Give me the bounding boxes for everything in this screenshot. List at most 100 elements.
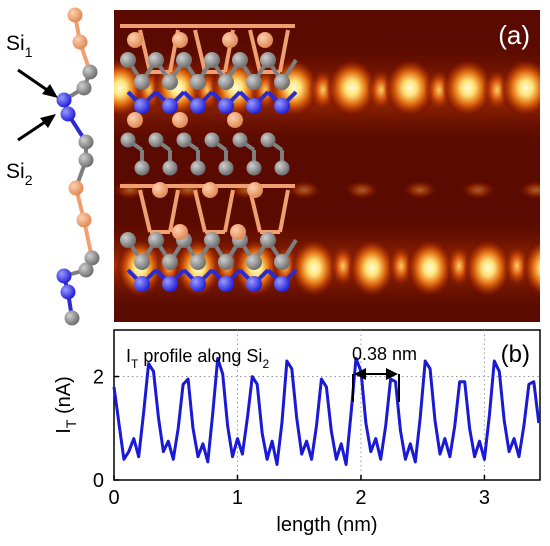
side-si-gray-atom	[84, 250, 100, 266]
orange-atom	[227, 112, 243, 128]
side-orange-atom	[72, 34, 88, 50]
si-gray-atom	[204, 232, 220, 248]
distance-marker: 0.38 nm	[352, 344, 417, 402]
panel-b-label: (b)	[501, 341, 530, 368]
axis-ticks: 0 1 2 3 0 2	[93, 367, 490, 509]
orange-atom	[172, 112, 188, 128]
orange-atom	[172, 32, 188, 48]
y-axis-label: IT (nA)	[53, 376, 79, 433]
si-gray-atom	[274, 74, 290, 90]
it-profile-line	[112, 356, 541, 466]
side-si-blue-atom	[56, 92, 72, 108]
stm-faint-spot	[518, 180, 540, 200]
si-blue-atom	[190, 98, 206, 114]
x-tick-label: 3	[479, 487, 490, 509]
stm-bright-spot	[522, 238, 540, 298]
stm-bright-spot	[442, 58, 494, 118]
si-gray-atom	[176, 132, 192, 148]
si-gray-atom	[148, 132, 164, 148]
stm-faint-spot	[402, 180, 438, 200]
svg-text:Si1: Si1	[6, 32, 33, 60]
y-tick-label: 2	[93, 367, 104, 389]
stm-bright-spot	[406, 238, 454, 298]
svg-text:IT profile along Si2: IT profile along Si2	[126, 346, 269, 371]
si2-arrow	[17, 114, 56, 142]
si-blue-atom	[246, 276, 262, 292]
si-blue-atom	[162, 276, 178, 292]
orange-atom	[230, 224, 246, 240]
si-gray-atom	[120, 132, 136, 148]
svg-text:Si2: Si2	[6, 160, 33, 188]
si-gray-atom	[162, 160, 178, 176]
si-gray-atom	[232, 52, 248, 68]
si-blue-atom	[190, 276, 206, 292]
si-blue-atom	[246, 98, 262, 114]
line-profile-panel: 0 1 2 302 0.38 nm IT profile along Si2 (b) …	[53, 329, 541, 536]
si-gray-atom	[232, 132, 248, 148]
side-chain-model	[56, 7, 100, 326]
orange-atom	[222, 32, 238, 48]
orange-atom	[127, 32, 143, 48]
si-gray-atom	[274, 254, 290, 270]
x-tick-label: 2	[355, 487, 366, 509]
y-tick-label: 0	[93, 470, 104, 492]
si-gray-atom	[190, 160, 206, 176]
profile-annotation: IT profile along Si2	[126, 346, 269, 371]
stm-bright-spot	[348, 238, 396, 298]
side-si-gray-atom	[82, 64, 98, 80]
si-gray-atom	[190, 74, 206, 90]
stm-bright-spot	[464, 238, 512, 298]
plot-grid	[114, 330, 540, 480]
si2-label: Si2	[6, 160, 33, 188]
x-axis-label: length (nm)	[276, 514, 377, 536]
panel-a-label: (a)	[498, 20, 530, 50]
stm-bright-spot	[384, 58, 436, 118]
orange-atom	[127, 112, 143, 128]
si-gray-atom	[246, 254, 262, 270]
si1-label: Si1	[6, 32, 33, 60]
si-blue-atom	[134, 276, 150, 292]
si-gray-atom	[246, 74, 262, 90]
orange-atom	[172, 224, 188, 240]
stm-bright-spot	[326, 58, 378, 118]
si-blue-atom	[274, 98, 290, 114]
si-gray-atom	[218, 74, 234, 90]
si-gray-atom	[246, 160, 262, 176]
stm-dim-spot	[541, 68, 550, 113]
si-gray-atom	[148, 232, 164, 248]
si1-arrow	[17, 68, 58, 98]
si-gray-atom	[134, 160, 150, 176]
svg-text:IT (nA): IT (nA)	[53, 376, 79, 433]
orange-atom	[257, 32, 273, 48]
si-gray-atom	[134, 254, 150, 270]
si-gray-atom	[218, 254, 234, 270]
si-gray-atom	[260, 232, 276, 248]
stm-faint-spot	[344, 180, 380, 200]
si-gray-atom	[204, 52, 220, 68]
side-si-blue-atom	[60, 284, 76, 300]
si-blue-atom	[218, 276, 234, 292]
si-gray-atom	[204, 132, 220, 148]
orange-atom	[247, 182, 263, 198]
stm-image-panel: (a)	[114, 10, 550, 322]
si-gray-atom	[120, 232, 136, 248]
si-gray-atom	[176, 52, 192, 68]
si-gray-atom	[274, 160, 290, 176]
stm-faint-spot	[460, 180, 496, 200]
side-si-gray-atom	[64, 310, 80, 326]
si-gray-atom	[148, 52, 164, 68]
side-orange-atom	[67, 7, 83, 23]
si-gray-atom	[134, 74, 150, 90]
stm-bright-spot	[500, 58, 540, 118]
side-orange-atom	[76, 212, 92, 228]
si-gray-atom	[162, 254, 178, 270]
side-orange-atom	[68, 180, 84, 196]
x-tick-label: 1	[232, 487, 243, 509]
si-gray-atom	[218, 160, 234, 176]
si-gray-atom	[120, 52, 136, 68]
atomic-lattice-overlay	[120, 24, 298, 292]
x-tick-label: 0	[108, 487, 119, 509]
si-blue-atom	[274, 276, 290, 292]
stm-bright-spot	[290, 238, 338, 298]
